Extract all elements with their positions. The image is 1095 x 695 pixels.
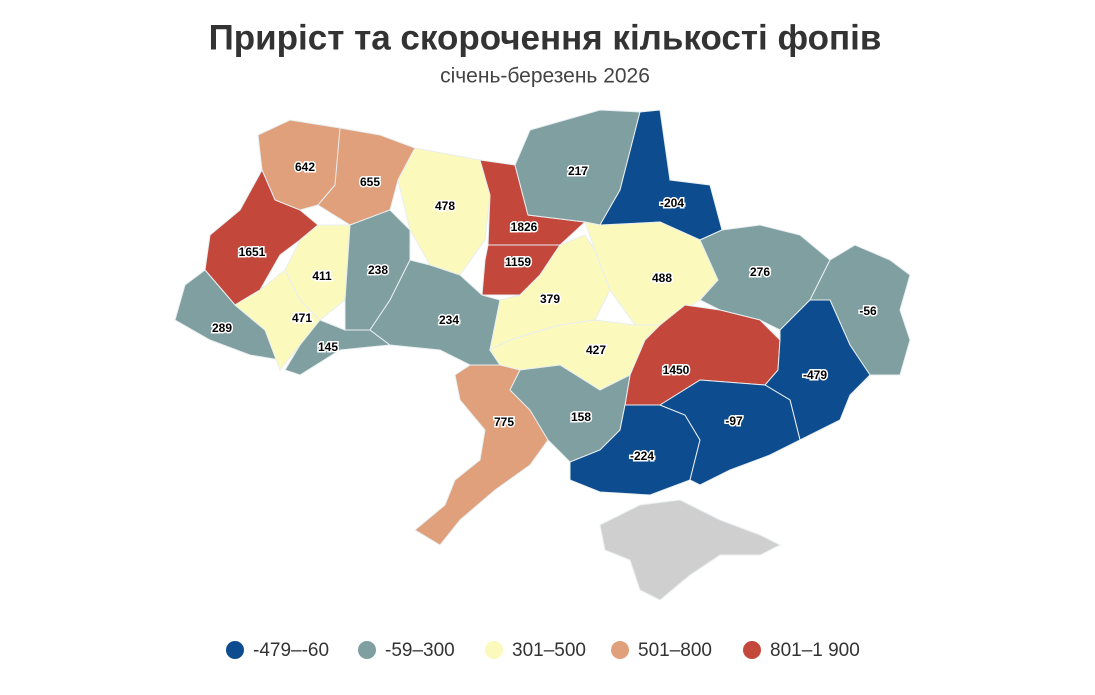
region [658, 379, 801, 486]
crimea [599, 499, 782, 601]
region-label: 158 [571, 410, 591, 424]
region-label: 276 [750, 265, 770, 279]
legend-label: -479–-60 [253, 640, 329, 661]
region-label: 411 [312, 269, 332, 283]
region-label: 1651 [239, 245, 266, 259]
region-label: -56 [859, 304, 877, 318]
region [284, 319, 392, 376]
region [204, 168, 319, 306]
region-label: -224 [630, 449, 654, 463]
region-label: 217 [568, 164, 588, 178]
region-label: 471 [292, 311, 312, 325]
legend-swatch [485, 641, 503, 659]
region-label: 478 [435, 199, 455, 213]
region-label: -479 [803, 368, 827, 382]
legend-label: 501–800 [638, 640, 712, 661]
legend-swatch [226, 641, 244, 659]
region [569, 404, 701, 496]
region-label: 234 [439, 313, 459, 327]
legend-label: 801–1 900 [770, 640, 860, 661]
regions [174, 109, 911, 546]
legend-swatch [358, 641, 376, 659]
region-label: 379 [540, 292, 560, 306]
region-label: 642 [295, 160, 315, 174]
legend-label: -59–300 [385, 640, 455, 661]
legend: -479–-60 -59–300 301–500 501–800 801–1 900 [226, 640, 860, 661]
region-label: 1450 [663, 363, 690, 377]
region-label: 775 [494, 415, 514, 429]
region-label: 145 [318, 340, 338, 354]
region-label: 289 [212, 321, 232, 335]
region-label: 655 [360, 175, 380, 189]
legend-swatch [611, 641, 629, 659]
region-label: 1826 [511, 220, 538, 234]
region-label: 238 [368, 263, 388, 277]
region-label: 1159 [505, 255, 531, 269]
region-label: 488 [652, 271, 672, 285]
legend-swatch [743, 641, 761, 659]
region-label: -204 [660, 196, 684, 210]
title: Приріст та скорочення кількості фопів [209, 18, 882, 57]
subtitle: січень-березень 2026 [440, 65, 650, 88]
region-label: 427 [586, 343, 606, 357]
region-labels: 642 655 478 1826 1159 217 -204 1651 411 238 289 471… [210, 159, 878, 465]
legend-label: 301–500 [512, 640, 586, 661]
region-label: -97 [725, 414, 743, 428]
